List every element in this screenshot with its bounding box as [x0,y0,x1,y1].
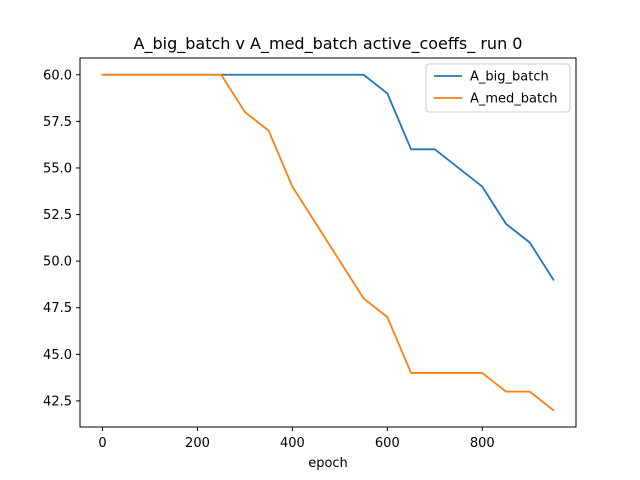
y-tick-label: 57.5 [43,115,72,130]
x-tick-label: 0 [98,436,106,451]
legend-entry-label: A_med_batch [470,92,558,107]
x-tick-label: 600 [375,436,400,451]
x-tick-label: 800 [470,436,495,451]
y-tick-label: 50.0 [43,255,72,270]
series-line-a-med-batch [101,73,555,412]
plot-frame [79,57,577,428]
x-tick-label: 200 [185,436,210,451]
y-tick-label: 42.5 [43,394,72,409]
x-tick-label: 400 [280,436,305,451]
x-axis-label: epoch [308,456,348,471]
y-tick-label: 55.0 [43,161,72,176]
series-group [101,73,555,412]
y-tick-label: 47.5 [43,301,72,316]
legend-entry-label: A_big_batch [470,70,549,85]
y-tick-label: 52.5 [43,208,72,223]
y-axis: 42.5 45.0 47.5 50.0 52.5 55.0 57.5 60.0 [43,68,80,409]
y-tick-label: 45.0 [43,348,72,363]
x-axis: 0 200 400 600 800 [98,427,495,451]
y-tick-label: 60.0 [43,68,72,83]
legend: A_big_batch A_med_batch [425,63,571,113]
chart-title: A_big_batch v A_med_batch active_coeffs_… [134,34,523,54]
